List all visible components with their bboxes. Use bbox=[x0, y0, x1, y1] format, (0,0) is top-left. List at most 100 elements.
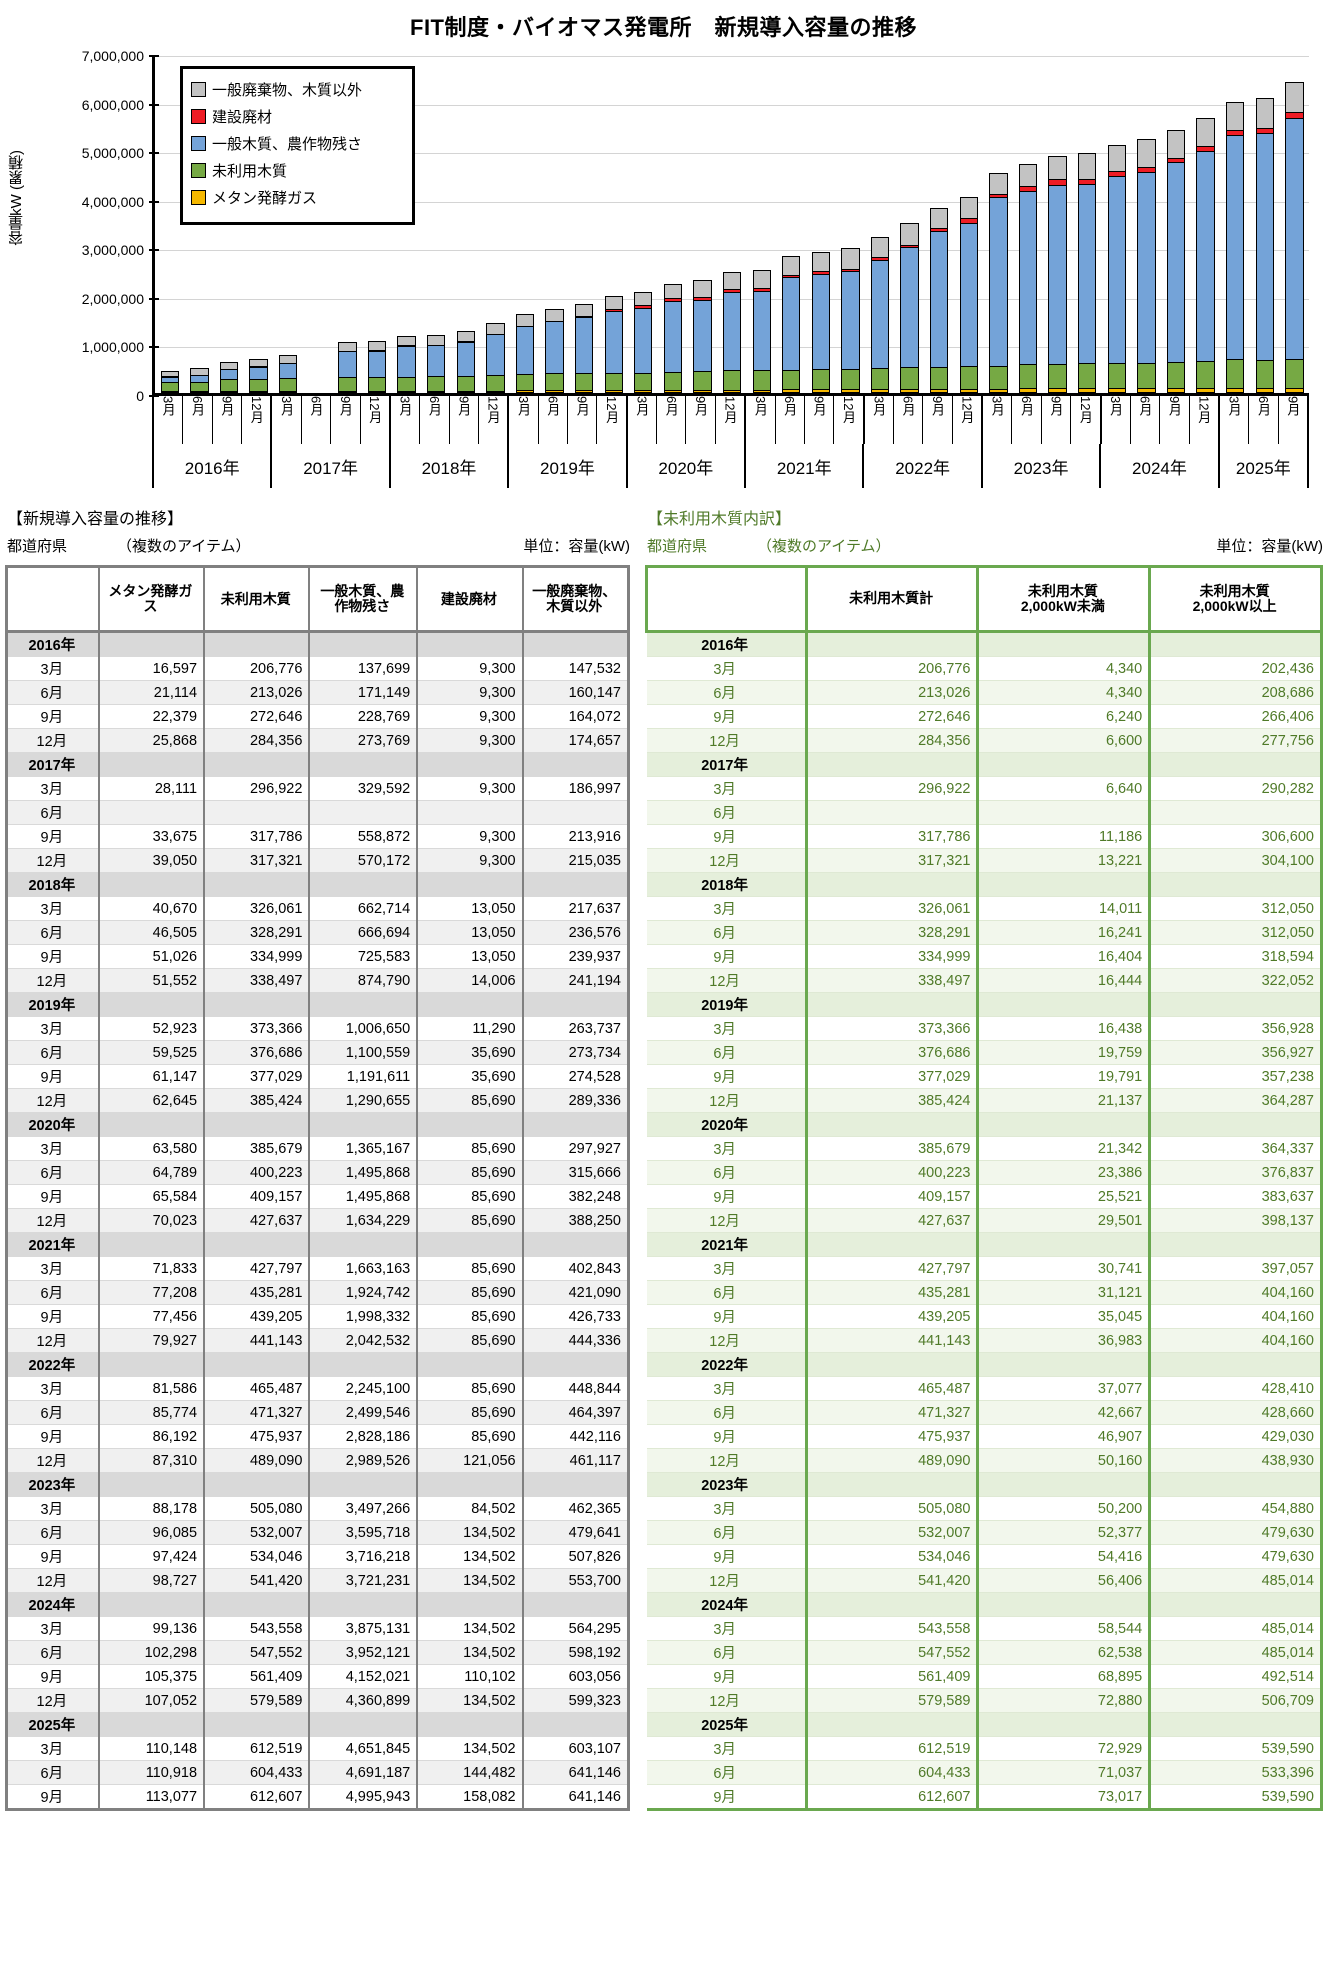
bar-segment bbox=[515, 390, 535, 393]
table-cell: 296,922 bbox=[804, 776, 980, 801]
x-axis-month-label: 3月 bbox=[871, 396, 887, 417]
left-table-head: メタン発酵ガス 未利用木質 一般木質、農作物残さ 建設廃材 一般廃棄物、木質以外 bbox=[4, 565, 630, 633]
bar-segment bbox=[604, 389, 623, 393]
table-cell: 612,519 bbox=[804, 1736, 980, 1761]
table-row: 12月 579,589 72,880 506,709 bbox=[646, 1688, 1323, 1713]
table-cell: 1,495,868 bbox=[308, 1160, 419, 1185]
table-cell: 19,759 bbox=[977, 1040, 1150, 1065]
bar-segment bbox=[1048, 388, 1067, 393]
bar-segment bbox=[1107, 388, 1126, 393]
row-label: 2021年 bbox=[4, 1232, 100, 1257]
table-row: 6月 547,552 62,538 485,014 bbox=[646, 1640, 1323, 1665]
table-cell: 558,872 bbox=[308, 824, 419, 849]
stacked-bar bbox=[1285, 81, 1304, 393]
gridline bbox=[155, 250, 1309, 252]
bar-slot bbox=[481, 56, 511, 393]
table-cell: 85,690 bbox=[416, 1424, 524, 1449]
table-cell: 427,637 bbox=[804, 1208, 980, 1233]
bar-segment bbox=[1107, 176, 1126, 365]
x-axis-month-tick: 9月 bbox=[568, 396, 598, 444]
x-axis-month-tick: 9月 bbox=[923, 396, 953, 444]
table-cell bbox=[308, 1592, 419, 1617]
table-row: 6月 46,505 328,291 666,694 13,050 236,576 bbox=[4, 920, 630, 945]
table-cell bbox=[97, 1712, 206, 1737]
table-cell: 441,143 bbox=[203, 1328, 311, 1353]
table-cell: 134,502 bbox=[416, 1616, 524, 1641]
bar-segment bbox=[545, 373, 564, 392]
table-cell bbox=[977, 1472, 1150, 1497]
x-axis-month-label: 12月 bbox=[1196, 396, 1212, 424]
table-row: 9月 77,456 439,205 1,998,332 85,690 426,733 bbox=[4, 1304, 630, 1329]
table-cell: 206,776 bbox=[804, 656, 980, 681]
table-cell: 186,997 bbox=[521, 776, 630, 801]
table-cell: 16,241 bbox=[977, 920, 1150, 945]
right-filter-value[interactable]: （複数のアイテム） bbox=[757, 538, 891, 555]
row-label: 2021年 bbox=[646, 1232, 807, 1257]
bar-slot bbox=[1220, 56, 1250, 393]
table-cell: 2,245,100 bbox=[308, 1376, 419, 1401]
y-axis-tick-label: 1,000,000 bbox=[81, 339, 144, 356]
row-label: 9月 bbox=[646, 704, 807, 729]
table-row: 12月 25,868 284,356 273,769 9,300 174,657 bbox=[4, 728, 630, 753]
table-cell: 9,300 bbox=[416, 680, 524, 705]
row-label: 12月 bbox=[4, 728, 100, 753]
table-cell: 3,716,218 bbox=[308, 1544, 419, 1569]
stacked-bar bbox=[663, 283, 683, 393]
bar-segment bbox=[1048, 156, 1067, 181]
bar-segment bbox=[1078, 363, 1097, 390]
table-cell bbox=[1148, 1232, 1323, 1257]
x-axis: 3月 6月 9月 12月 3月 6月 9月 12月 3月 6月 9月 12月 3月 6月 9月 12月 3月 6月… bbox=[152, 396, 1310, 491]
bar-segment bbox=[722, 292, 742, 372]
y-axis-tick-mark bbox=[149, 152, 159, 155]
table-row: 9月 51,026 334,999 725,583 13,050 239,937 bbox=[4, 944, 630, 969]
bar-segment bbox=[1226, 101, 1245, 131]
table-cell: 318,594 bbox=[1148, 944, 1323, 969]
table-cell bbox=[1148, 1712, 1323, 1737]
table-row: 2017年 bbox=[646, 752, 1323, 777]
bar-segment bbox=[752, 389, 771, 393]
x-axis-month-label: 12月 bbox=[840, 396, 856, 424]
bar-slot bbox=[569, 56, 599, 393]
table-row: 3月 296,922 6,640 290,282 bbox=[646, 776, 1323, 801]
x-axis-month-label: 3月 bbox=[634, 396, 650, 417]
bar-segment bbox=[930, 231, 949, 369]
table-cell: 113,077 bbox=[97, 1784, 206, 1811]
table-cell: 547,552 bbox=[804, 1640, 980, 1665]
table-cell bbox=[97, 752, 206, 777]
bar-segment bbox=[397, 391, 416, 393]
table-cell: 97,424 bbox=[97, 1544, 206, 1569]
table-row: 3月 427,797 30,741 397,057 bbox=[646, 1256, 1323, 1281]
table-cell: 16,404 bbox=[977, 944, 1150, 969]
table-row: 2024年 bbox=[646, 1592, 1323, 1617]
table-row: 3月 40,670 326,061 662,714 13,050 217,637 bbox=[4, 896, 630, 921]
x-axis-month-tick: 3月 bbox=[746, 396, 776, 444]
bar-slot bbox=[1072, 56, 1102, 393]
table-cell: 373,366 bbox=[203, 1016, 311, 1041]
left-filter-value[interactable]: （複数のアイテム） bbox=[117, 538, 251, 555]
table-cell: 86,192 bbox=[97, 1424, 206, 1449]
row-label: 2020年 bbox=[4, 1112, 100, 1137]
table-cell: 96,085 bbox=[97, 1520, 206, 1545]
legend-item: 未利用木質 bbox=[191, 160, 404, 181]
table-cell bbox=[203, 752, 311, 777]
row-label: 12月 bbox=[4, 1448, 100, 1473]
bar-slot bbox=[421, 56, 451, 393]
table-cell bbox=[1148, 1352, 1323, 1377]
table-cell bbox=[1148, 872, 1323, 897]
bar-segment bbox=[811, 389, 831, 393]
table-cell bbox=[977, 1712, 1150, 1737]
table-row: 12月 70,023 427,637 1,634,229 85,690 388,250 bbox=[4, 1208, 630, 1233]
table-cell: 603,107 bbox=[521, 1736, 630, 1761]
table-header-row: 未利用木質計 未利用木質 2,000kW未満 未利用木質 2,000kW以上 bbox=[645, 565, 1323, 633]
table-cell: 397,057 bbox=[1148, 1256, 1323, 1281]
stacked-bar bbox=[190, 368, 209, 393]
bar-segment bbox=[1226, 359, 1245, 390]
y-axis-tick-mark bbox=[149, 249, 159, 252]
table-cell: 428,410 bbox=[1148, 1376, 1323, 1401]
table-cell: 532,007 bbox=[804, 1520, 980, 1545]
stacked-bar bbox=[693, 280, 712, 393]
table-cell bbox=[804, 1592, 980, 1617]
stacked-bar bbox=[338, 341, 357, 393]
bar-segment bbox=[989, 197, 1008, 367]
table-cell bbox=[1148, 1112, 1323, 1137]
